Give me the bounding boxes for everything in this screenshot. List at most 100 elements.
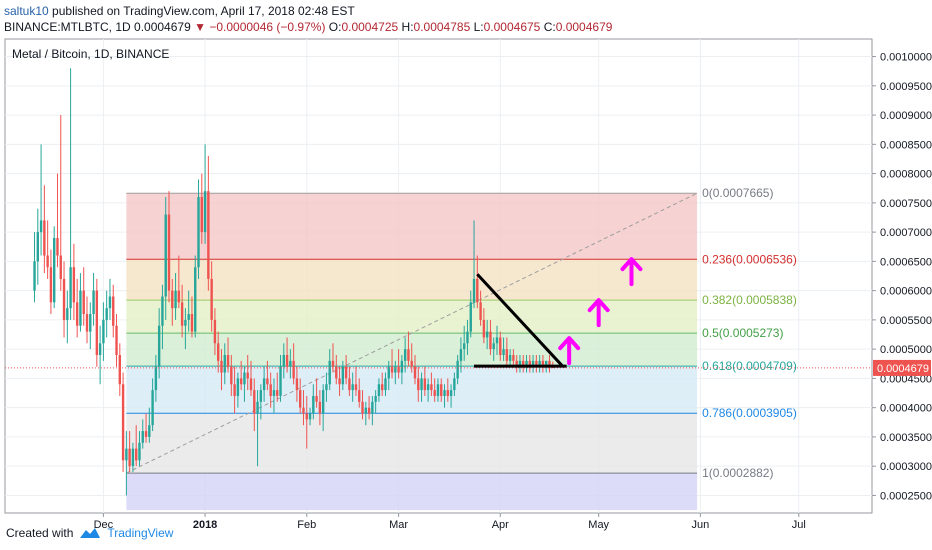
- candle-body: [39, 220, 43, 233]
- candle-body: [203, 191, 207, 233]
- candle-body: [75, 302, 79, 326]
- candle-body: [502, 349, 505, 355]
- candle-body: [49, 267, 53, 303]
- up-arrow-icon[interactable]: [587, 298, 610, 328]
- candle-body: [213, 319, 217, 344]
- fib-level-label: 1(0.0002882): [702, 466, 773, 480]
- down-triangle-icon: ▼: [194, 20, 206, 34]
- candle-body: [361, 401, 364, 414]
- y-tick-label: 0.0006000: [880, 286, 932, 298]
- candle-body: [469, 302, 472, 332]
- candle-body: [187, 314, 190, 320]
- created-with-label: Created with: [6, 526, 74, 540]
- candle-body: [423, 378, 427, 391]
- candle-body: [528, 360, 531, 367]
- candle-body: [148, 425, 151, 437]
- candle-body: [531, 360, 535, 367]
- candle-body: [472, 278, 476, 303]
- candle-body: [112, 296, 115, 326]
- candle-body: [371, 401, 374, 414]
- y-tick-label: 0.0005000: [880, 344, 932, 356]
- up-arrow-icon[interactable]: [620, 257, 643, 287]
- last-price-tag: [873, 359, 931, 376]
- fib-level-label: 0(0.0007665): [702, 186, 773, 200]
- candle-body: [157, 325, 161, 367]
- drawings[interactable]: [5, 257, 872, 369]
- candle-body: [220, 360, 223, 373]
- candle-body: [512, 355, 515, 361]
- tradingview-brand[interactable]: TradingView: [107, 526, 174, 540]
- candle-body: [410, 360, 413, 367]
- fib-trend-line[interactable]: [126, 192, 698, 474]
- candle-body: [46, 255, 49, 268]
- resistance-line[interactable]: [476, 273, 564, 368]
- chart-title: Metal / Bitcoin, 1D, BINANCE: [12, 47, 169, 61]
- candle-body: [449, 390, 453, 396]
- candle-body: [95, 290, 99, 355]
- candle-body: [489, 331, 492, 350]
- candle-body: [154, 366, 158, 391]
- candle-body: [82, 290, 85, 315]
- candle-body: [436, 384, 440, 396]
- y-tick-label: 0.0003000: [880, 461, 932, 473]
- y-tick-label: 0.0006500: [880, 256, 932, 268]
- candle-body: [400, 360, 404, 373]
- plot-frame: [4, 38, 873, 514]
- candle-body: [443, 390, 446, 396]
- fibonacci-retracement[interactable]: 0(0.0007665) 0.236(0.0006536) 0.382(0.0005…: [126, 186, 797, 511]
- candle-body: [102, 319, 105, 344]
- candle-body: [115, 325, 118, 355]
- candle-body: [59, 255, 62, 279]
- candle-body: [466, 331, 469, 344]
- x-tick-label: Jun: [691, 519, 709, 531]
- fib-level-label: 0.618(0.0004709): [702, 359, 797, 373]
- high-label: H:: [401, 20, 414, 34]
- time-axis[interactable]: Dec 2018 Feb Mar Apr May Jun Jul: [94, 513, 806, 531]
- candle-body: [289, 360, 292, 367]
- candle-body: [292, 360, 295, 379]
- author-link[interactable]: saltuk10: [4, 4, 49, 18]
- candle-body: [226, 355, 230, 367]
- candle-body: [387, 366, 390, 379]
- candle-body: [417, 378, 420, 391]
- candle-body: [56, 237, 59, 256]
- candle-body: [508, 355, 512, 361]
- candle-body: [315, 395, 318, 402]
- candle-body: [374, 395, 377, 402]
- candle-body: [407, 349, 410, 361]
- candle-body: [538, 360, 541, 367]
- candle-body: [233, 384, 236, 396]
- candle-body: [403, 349, 407, 361]
- candle-body: [164, 214, 167, 297]
- candle-body: [308, 413, 312, 420]
- publish-info: published on TradingView.com, April 17, …: [52, 4, 355, 18]
- candle-body: [328, 360, 331, 385]
- candle-body: [66, 308, 69, 320]
- candle-body: [135, 448, 138, 461]
- candle-body: [279, 366, 282, 396]
- up-arrow-icon[interactable]: [558, 336, 581, 366]
- candle-body: [413, 366, 417, 379]
- candle-body: [108, 296, 112, 309]
- price-axis[interactable]: 0.0010000 0.0009500 0.0009000 0.0008500 0.00…: [872, 52, 932, 503]
- low-label: L:: [473, 20, 484, 34]
- candle-body: [325, 384, 328, 391]
- candle-body: [266, 378, 269, 385]
- candle-body: [390, 366, 394, 373]
- candle-body: [197, 197, 200, 268]
- candle-body: [259, 390, 263, 402]
- y-tick-label: 0.0007000: [880, 227, 932, 239]
- candle-body: [364, 407, 367, 414]
- candle-body: [394, 366, 397, 373]
- fib-zone: [126, 193, 698, 260]
- y-tick-label: 0.0009000: [880, 110, 932, 122]
- candle-body: [367, 407, 371, 414]
- candle-body: [433, 390, 436, 396]
- high-value: 0.0004785: [413, 20, 471, 34]
- x-tick-label: 2018: [193, 519, 217, 531]
- candle-body: [210, 278, 213, 320]
- fib-level-label: 0.236(0.0006536): [702, 252, 797, 266]
- candle-body: [262, 378, 266, 391]
- candle-body: [535, 360, 538, 367]
